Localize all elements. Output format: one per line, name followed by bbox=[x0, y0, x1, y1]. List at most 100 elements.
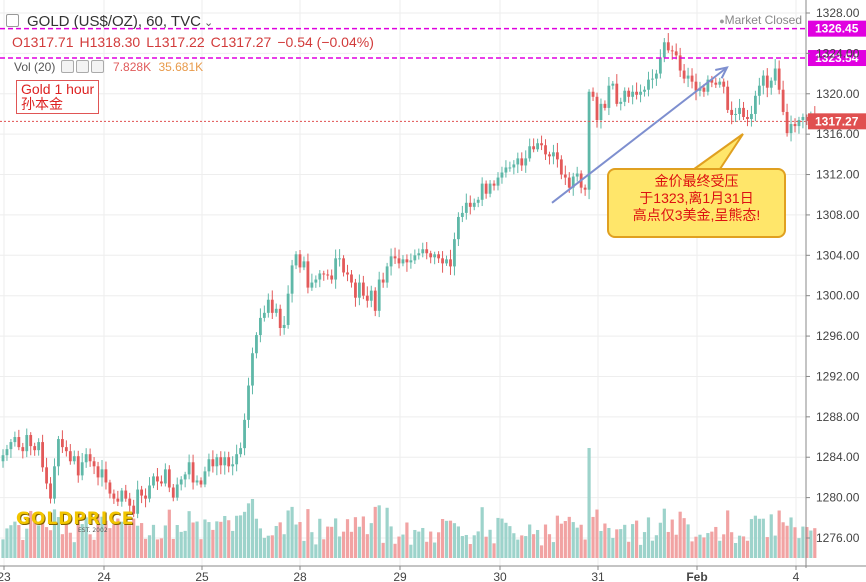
candle-body bbox=[441, 258, 444, 264]
volume-bar bbox=[813, 528, 817, 558]
volume-bar bbox=[690, 541, 694, 558]
volume-bar bbox=[235, 515, 239, 558]
volume-bar bbox=[33, 517, 37, 558]
candle-body bbox=[757, 85, 761, 96]
price-tick-label: 1328.00 bbox=[816, 6, 860, 20]
chevron-down-icon[interactable]: ⌄ bbox=[203, 17, 214, 29]
price-tick-label: 1316.00 bbox=[816, 127, 860, 141]
collapse-icon[interactable] bbox=[6, 14, 19, 27]
candle-body bbox=[342, 258, 345, 273]
volume-bar bbox=[341, 531, 346, 558]
volume-bar bbox=[611, 537, 615, 558]
volume-bar bbox=[96, 514, 100, 558]
candle-body bbox=[591, 91, 595, 97]
volume-bar bbox=[298, 522, 302, 558]
volume-bar bbox=[338, 536, 342, 558]
candle-body bbox=[595, 96, 599, 121]
logo-text: GOLDPRICE bbox=[16, 509, 135, 529]
volume-bar bbox=[294, 524, 298, 558]
candle-body bbox=[453, 239, 456, 267]
volume-bar bbox=[536, 529, 540, 558]
candle-body bbox=[536, 143, 539, 150]
candle-body bbox=[464, 202, 468, 213]
volume-bar bbox=[132, 518, 136, 558]
volume-bar bbox=[314, 544, 318, 558]
settings-icon[interactable] bbox=[75, 60, 89, 73]
candle-body bbox=[223, 457, 227, 466]
close-icon[interactable] bbox=[90, 60, 104, 73]
candle-body bbox=[623, 90, 627, 102]
candle-body bbox=[128, 498, 132, 506]
candle-body bbox=[532, 146, 536, 150]
candle-body bbox=[754, 95, 757, 114]
candle-body bbox=[163, 469, 167, 484]
candle-body bbox=[266, 299, 270, 313]
candle-body bbox=[9, 442, 13, 450]
volume-bar bbox=[448, 520, 453, 558]
caption-line2: 孙本金 bbox=[21, 96, 63, 112]
candle-body bbox=[17, 437, 21, 448]
volume-bar bbox=[21, 539, 25, 558]
candle-body bbox=[41, 442, 44, 468]
candle-body bbox=[706, 79, 710, 92]
candle-body bbox=[5, 449, 9, 456]
ohlc-readout: O1317.71 H1318.30 L1317.22 C1317.27 −0.54 (−… bbox=[12, 34, 380, 50]
candle-body bbox=[575, 173, 579, 177]
price-label-box bbox=[808, 113, 866, 130]
volume-bar bbox=[437, 532, 441, 558]
price-label-box bbox=[808, 50, 866, 67]
volume-bar bbox=[211, 529, 215, 558]
symbol-header[interactable]: GOLD (US$/OZ), 60, TVC ⌄ bbox=[6, 13, 213, 30]
indicator-controls[interactable] bbox=[60, 60, 106, 76]
candle-body bbox=[433, 254, 437, 258]
volume-bar bbox=[433, 542, 437, 558]
candle-body bbox=[504, 167, 508, 173]
candle-body bbox=[468, 202, 472, 207]
candle-body bbox=[714, 82, 718, 85]
candle-body bbox=[773, 68, 777, 81]
candle-body bbox=[211, 459, 215, 467]
candle-body bbox=[480, 183, 484, 200]
candle-body bbox=[136, 489, 140, 514]
candle-body bbox=[583, 187, 587, 190]
volume-bar bbox=[567, 516, 571, 558]
candle-body bbox=[682, 70, 686, 79]
candle-body bbox=[643, 89, 646, 92]
volume-bar bbox=[551, 542, 556, 558]
volume-bar bbox=[76, 512, 80, 558]
candle-body bbox=[651, 78, 654, 80]
volume-bar bbox=[223, 515, 227, 558]
volume-bar bbox=[250, 498, 255, 558]
volume-bar bbox=[330, 526, 334, 558]
candle-body bbox=[381, 279, 385, 283]
symbol-label[interactable]: GOLD (US$/OZ), 60, TVC bbox=[27, 13, 201, 30]
candle-body bbox=[544, 145, 547, 155]
candle-body bbox=[338, 258, 341, 260]
candle-body bbox=[314, 279, 318, 283]
price-tick-label: 1292.00 bbox=[816, 369, 860, 383]
volume-indicator[interactable]: Vol (20) 7.828K 35.681K bbox=[14, 60, 203, 76]
volume-bar bbox=[595, 509, 599, 558]
volume-bar bbox=[306, 509, 310, 558]
candle-body bbox=[239, 448, 242, 455]
candle-body bbox=[563, 174, 567, 178]
candle-body bbox=[255, 335, 258, 354]
candle-body bbox=[259, 317, 262, 336]
candle-body bbox=[25, 435, 29, 452]
volume-label[interactable]: Vol (20) bbox=[14, 60, 56, 75]
volume-bar bbox=[246, 503, 251, 558]
candle-body bbox=[750, 113, 753, 120]
candle-body bbox=[326, 274, 330, 276]
annotation-callout: 金价最终受压 于1323,离1月31日 高点仅3美金,呈熊态! bbox=[607, 168, 786, 238]
candle-body bbox=[350, 274, 353, 283]
candle-body bbox=[76, 456, 80, 476]
candle-body bbox=[160, 481, 163, 484]
volume-bar bbox=[171, 538, 175, 558]
price-tick-label: 1296.00 bbox=[816, 329, 860, 343]
volume-bar bbox=[377, 505, 381, 558]
volume-bar bbox=[68, 532, 72, 558]
time-tick-label: 31 bbox=[591, 570, 605, 582]
volume-bar bbox=[631, 524, 635, 558]
eye-icon[interactable] bbox=[60, 60, 74, 73]
volume-bar bbox=[773, 535, 777, 558]
